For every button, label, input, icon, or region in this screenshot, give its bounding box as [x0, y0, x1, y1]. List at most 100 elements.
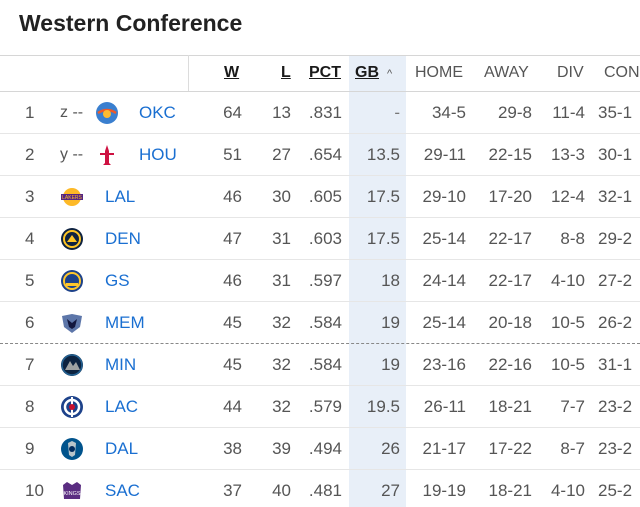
table-row[interactable]: 6 MEM 45 32 .584 19 25-14 20-18 10-5 26-2: [0, 302, 640, 344]
dal-logo-icon: [60, 437, 84, 461]
row-divider: [0, 133, 640, 134]
mem-logo-icon: [60, 311, 84, 335]
team-rank: 8: [25, 397, 35, 416]
team-rank: 6: [25, 313, 35, 332]
team-name-link[interactable]: LAC: [105, 397, 139, 416]
table-row[interactable]: 4 DEN 47 31 .603 17.5 25-14 22-17 8-8 29-2: [0, 218, 640, 260]
team-rank: 2: [25, 145, 35, 164]
row-divider: [0, 301, 640, 302]
table-row[interactable]: 9 DAL 38 39 .494 26 21-17 17-22 8-7 23-2: [0, 428, 640, 470]
home-record-cell: 21-17: [422, 439, 466, 458]
home-record-cell: 25-14: [422, 313, 466, 332]
away-record-cell: 22-16: [488, 355, 532, 374]
clinch-indicator: y --: [60, 146, 84, 163]
team-rank: 5: [25, 271, 35, 290]
table-row[interactable]: 5 GS 46 31 .597 18 24-14 22-17 4-10 27-2: [0, 260, 640, 302]
pct-cell: .603: [308, 229, 342, 248]
team-rank: 7: [25, 355, 35, 374]
pct-cell: .579: [308, 397, 342, 416]
wins-cell: 45: [223, 355, 242, 374]
row-divider: [0, 217, 640, 218]
team-name-link[interactable]: DAL: [105, 439, 139, 458]
losses-cell: 27: [272, 145, 291, 164]
div-record-cell: 8-7: [560, 439, 585, 458]
conf-record-cell: 25-2: [598, 481, 633, 500]
gb-cell: 26: [381, 439, 400, 458]
conf-record-cell: 29-2: [598, 229, 633, 248]
pct-cell: .605: [308, 187, 342, 206]
col-header-away[interactable]: AWAY: [484, 64, 529, 81]
losses-cell: 31: [272, 271, 291, 290]
hou-logo-icon: [95, 143, 119, 167]
team-name-link[interactable]: SAC: [105, 481, 140, 500]
home-record-cell: 25-14: [422, 229, 466, 248]
sort-caret-icon[interactable]: ^: [387, 68, 393, 80]
away-record-cell: 29-8: [497, 103, 532, 122]
col-header-l[interactable]: L: [281, 64, 291, 81]
table-row[interactable]: 1 z -- OKC 64 13 .831 - 34-5 29-8 11-4 35-1: [0, 92, 640, 134]
pct-cell: .481: [308, 481, 342, 500]
table-row[interactable]: 7 MIN 45 32 .584 19 23-16 22-16 10-5 31-1: [0, 344, 640, 386]
away-record-cell: 17-20: [488, 187, 532, 206]
table-row[interactable]: 10 KINGS SAC 37 40 .481 27 19-19 18-21 4-10 25-2: [0, 470, 640, 507]
wins-cell: 44: [223, 397, 242, 416]
away-record-cell: 18-21: [488, 481, 532, 500]
col-header-conf[interactable]: CONF: [604, 64, 640, 81]
wins-cell: 46: [223, 271, 242, 290]
table-row[interactable]: 2 y -- HOU 51 27 .654 13.5 29-11 22-15 13-3 30-1: [0, 134, 640, 176]
home-record-cell: 29-10: [422, 187, 466, 206]
col-header-pct[interactable]: PCT: [309, 64, 341, 81]
wins-cell: 37: [223, 481, 242, 500]
col-header-div[interactable]: DIV: [557, 64, 584, 81]
team-name-link[interactable]: DEN: [105, 229, 141, 248]
min-logo-icon: [60, 353, 84, 377]
home-record-cell: 29-11: [423, 145, 466, 164]
pct-cell: .584: [308, 355, 342, 374]
home-record-cell: 24-14: [422, 271, 466, 290]
table-row[interactable]: 3 LAKERS LAL 46 30 .605 17.5 29-10 17-20 12-4 32-1: [0, 176, 640, 218]
team-name-link[interactable]: OKC: [139, 103, 176, 122]
div-record-cell: 10-5: [550, 355, 585, 374]
gb-cell: -: [394, 103, 400, 122]
gb-column-highlight: [349, 55, 406, 507]
div-record-cell: 11-4: [552, 103, 585, 122]
home-record-cell: 19-19: [422, 481, 466, 500]
wins-cell: 64: [223, 103, 242, 122]
away-record-cell: 22-17: [488, 229, 532, 248]
gb-cell: 19: [381, 313, 400, 332]
col-header-w[interactable]: W: [224, 64, 240, 81]
div-record-cell: 13-3: [550, 145, 585, 164]
away-record-cell: 22-17: [488, 271, 532, 290]
away-record-cell: 22-15: [488, 145, 532, 164]
away-record-cell: 18-21: [488, 397, 532, 416]
team-rank: 1: [25, 103, 35, 122]
wins-cell: 46: [223, 187, 242, 206]
conf-record-cell: 27-2: [598, 271, 633, 290]
gb-cell: 17.5: [366, 187, 400, 206]
losses-cell: 31: [272, 229, 291, 248]
team-rank: 9: [25, 439, 35, 458]
losses-cell: 32: [272, 313, 291, 332]
col-header-gb[interactable]: GB: [355, 64, 379, 81]
div-record-cell: 8-8: [560, 229, 585, 248]
table-row[interactable]: 8 LAC 44 32 .579 19.5 26-11 18-21 7-7 23-2: [0, 386, 640, 428]
pct-cell: .597: [308, 271, 342, 290]
team-name-link[interactable]: MIN: [105, 355, 137, 374]
pct-cell: .654: [308, 145, 342, 164]
team-name-link[interactable]: HOU: [139, 145, 177, 164]
div-record-cell: 12-4: [550, 187, 585, 206]
wins-cell: 38: [223, 439, 242, 458]
col-header-home[interactable]: HOME: [415, 64, 463, 81]
team-name-link[interactable]: MEM: [105, 313, 145, 332]
away-record-cell: 20-18: [488, 313, 532, 332]
table-top-border: [0, 55, 640, 56]
div-record-cell: 7-7: [560, 397, 585, 416]
losses-cell: 32: [272, 397, 291, 416]
team-name-link[interactable]: LAL: [105, 187, 136, 206]
team-rank: 3: [25, 187, 35, 206]
svg-text:LAKERS: LAKERS: [62, 195, 82, 201]
den-logo-icon: [60, 227, 84, 251]
conf-record-cell: 31-1: [598, 355, 633, 374]
losses-cell: 32: [272, 355, 291, 374]
team-name-link[interactable]: GS: [105, 271, 130, 290]
